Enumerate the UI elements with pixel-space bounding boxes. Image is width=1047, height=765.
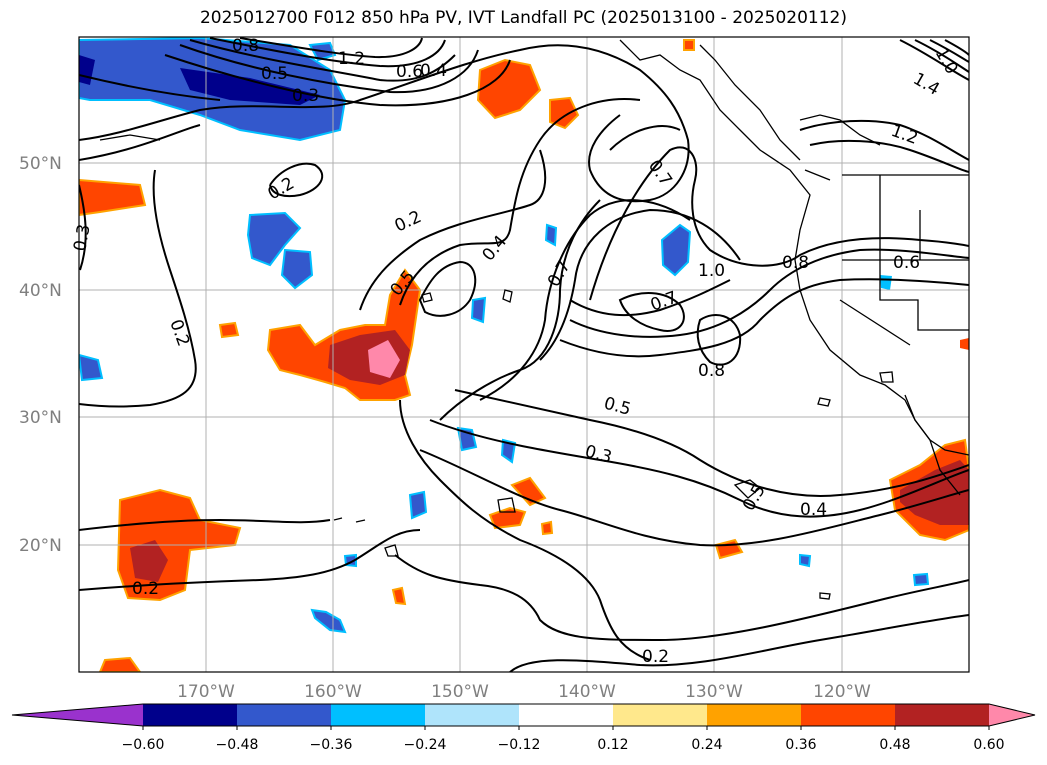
colorbar-tick-label: −0.60	[122, 737, 165, 753]
lat-tick-label: 20°N	[19, 536, 62, 556]
colorbar-bin	[801, 704, 896, 726]
contour-label: 0.8	[782, 253, 809, 273]
contour-label: 0.2	[642, 647, 669, 667]
contour-label: 0.8	[698, 361, 725, 381]
colorbar-tick-label: 0.24	[691, 737, 722, 753]
colorbar-tick-label: −0.24	[404, 737, 447, 753]
colorbar: −0.60 −0.48 −0.36 −0.24 −0.12 0.12 0.24 0.36 0.4…	[11, 703, 1036, 753]
coastlines	[99, 39, 969, 600]
colorbar-tick-label: 0.60	[973, 737, 1004, 753]
colorbar-tick-label: 0.48	[879, 737, 910, 753]
map-frame	[78, 36, 970, 673]
contour-label: 1.0	[698, 261, 725, 281]
lon-tick-label: 120°W	[813, 682, 871, 702]
lon-tick-label: 140°W	[558, 682, 616, 702]
graticule	[79, 37, 969, 672]
contour-label: 0.2	[132, 579, 159, 599]
colorbar-over-triangle	[989, 704, 1035, 726]
contour-label: 0.6	[396, 62, 423, 82]
lon-tick-label: 160°W	[304, 682, 362, 702]
lon-labels: 170°W 160°W 150°W 140°W 130°W 120°W	[177, 682, 871, 702]
contour-label: 0.3	[292, 86, 319, 106]
colorbar-tick-label: 0.36	[785, 737, 816, 753]
lon-tick-label: 130°W	[685, 682, 743, 702]
colorbar-bin	[143, 704, 238, 726]
colorbar-tick-label: 0.12	[597, 737, 628, 753]
map-plot-area	[79, 37, 969, 672]
lat-tick-label: 30°N	[19, 408, 62, 428]
lon-tick-label: 170°W	[177, 682, 235, 702]
colorbar-bin	[331, 704, 426, 726]
colorbar-bin	[425, 704, 520, 726]
colorbar-bin	[237, 704, 332, 726]
contour-label: 0.8	[232, 36, 259, 56]
contour-label: 0.4	[800, 500, 827, 520]
contour-label: 0.6	[893, 253, 920, 273]
negative-pv-shading	[79, 37, 930, 634]
colorbar-bin	[519, 704, 614, 726]
colorbar-bin	[707, 704, 802, 726]
map-title: 2025012700 F012 850 hPa PV, IVT Landfall…	[199, 8, 847, 28]
lon-tick-label: 150°W	[431, 682, 489, 702]
colorbar-bin	[895, 704, 990, 726]
lat-tick-label: 50°N	[19, 154, 62, 174]
lat-labels: 50°N 40°N 30°N 20°N	[19, 154, 62, 556]
colorbar-under-triangle	[12, 704, 143, 726]
contour-label: 1.2	[338, 49, 365, 69]
contour-label: 0.3	[70, 223, 94, 253]
lat-tick-label: 40°N	[19, 281, 62, 301]
colorbar-tick-label: −0.12	[498, 737, 541, 753]
contour-label: 0.4	[420, 61, 447, 81]
ivt-contours	[79, 37, 969, 672]
contour-label: 0.5	[261, 64, 288, 84]
colorbar-tick-label: −0.36	[310, 737, 353, 753]
colorbar-tick-label: −0.48	[216, 737, 259, 753]
colorbar-bin	[613, 704, 708, 726]
